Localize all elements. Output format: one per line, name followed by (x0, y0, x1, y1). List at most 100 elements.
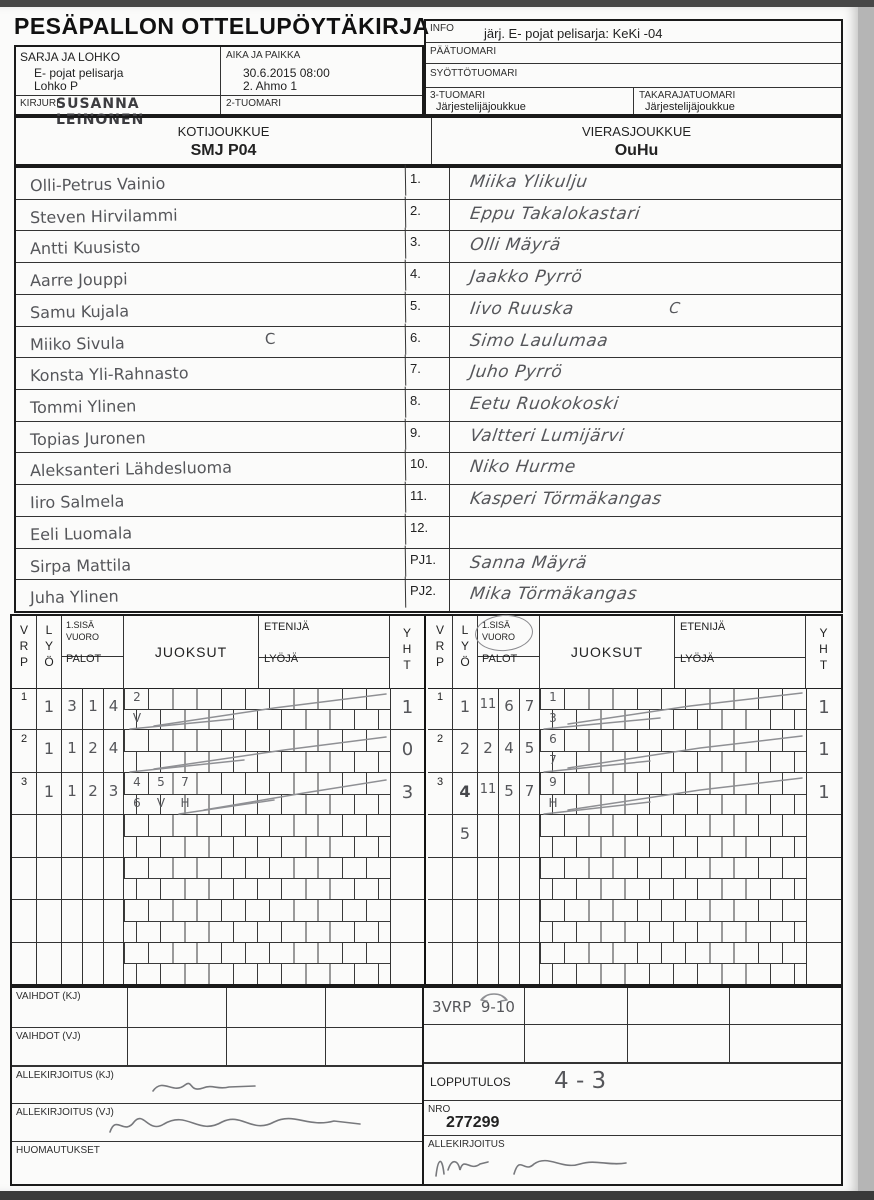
vrp-cell (428, 857, 453, 900)
scorer-label: KIRJURI (20, 98, 59, 109)
roster-row-7: Konsta Yli-Rahnasto 7. Juho Pyrrö (15, 354, 841, 393)
away-player-name: Jaakko Pyrrö (468, 267, 584, 288)
grid-bottom-half (540, 963, 806, 984)
lineup-number: 6. (406, 326, 450, 358)
palot-mark: 4 (104, 688, 124, 730)
vrp-cell (12, 942, 37, 984)
grid-top-half (540, 815, 806, 837)
divider (325, 1028, 326, 1065)
grid-bottom-half (124, 751, 390, 772)
yht-header-text: YHT (400, 626, 414, 674)
palot-mark: 1 (62, 772, 83, 815)
palot-cell (83, 942, 104, 984)
grid-top-half (124, 900, 390, 922)
yht-cell (390, 942, 424, 984)
lyo-header: LYÖ (453, 616, 478, 688)
vrp-cell (12, 900, 37, 942)
series-value-1: E- pojat pelisarja (34, 66, 124, 80)
palot-cell (499, 857, 520, 900)
vrp-cell: 1 (428, 688, 453, 730)
roster-row-12: Eeli Luomala 12. (15, 513, 841, 552)
grid-mark: V (132, 711, 142, 725)
roster-row-8: Tommi Ylinen 8. Eetu Ruokokoski (15, 386, 841, 425)
home-player-name: Eeli Luomala (15, 513, 407, 552)
away-team-name: OuHu (614, 142, 659, 159)
away-player-name: Sanna Mäyrä (468, 552, 589, 573)
divider (729, 988, 730, 1024)
divider (524, 988, 525, 1024)
score-row-4 (12, 814, 424, 857)
inning-line2: VUORO (482, 631, 516, 642)
umpire3-cell: 3-TUOMARI Järjestelijäjoukkue (426, 88, 634, 114)
grid-top-half (540, 942, 806, 965)
home-player-name: Samu Kujala (15, 291, 407, 329)
empty-row (424, 1025, 841, 1063)
palot-cell (104, 815, 124, 857)
palot-cell (104, 942, 124, 984)
runs-grid: 9 H (540, 772, 806, 815)
vrp-cell (428, 815, 453, 857)
palot-header: PALOT (66, 653, 102, 665)
vrp-cell: 1 (12, 688, 37, 730)
score-row-1: 1 1 11 6 7 1 3 1 (428, 688, 841, 730)
vrp-header: VRP (12, 616, 37, 688)
away-player-name: Miika Ylikulju (468, 172, 590, 192)
palot-mark: 1 (83, 688, 104, 730)
palot-mark: 4 (104, 730, 124, 772)
grid-top-half (540, 730, 806, 753)
etenija-header: ETENIJÄ (675, 616, 805, 658)
vrp-cell (12, 857, 37, 900)
scanner-edge-top (0, 0, 874, 7)
scoring-home-header: VRP LYÖ 1.SISÄ VUORO PALOT JUOKSUT ETENIJ… (12, 616, 424, 689)
palot-mark: 4 (499, 730, 520, 772)
palot-cell (520, 942, 540, 984)
final-score-value: 4 - 3 (554, 1068, 607, 1094)
lyo-mark: 4 (453, 772, 478, 815)
datetime-label: AIKA JA PAIKKA (226, 50, 301, 61)
pitch-umpire-cell: SYÖTTÖTUOMARI (426, 64, 841, 88)
yht-cell (806, 942, 841, 984)
etenija-lyoja-header: ETENIJÄ LYÖJÄ (675, 616, 806, 688)
away-player-name: Eppu Takalokastari (468, 203, 642, 224)
runs-grid (540, 942, 806, 984)
pitch-umpire-label: SYÖTTÖTUOMARI (430, 68, 518, 79)
runs-grid (124, 857, 390, 900)
grid-bottom-half (124, 835, 390, 857)
away-player-name: Niko Hurme (468, 457, 578, 478)
away-player-name: Juho Pyrrö (468, 362, 564, 383)
captain-mark: C (264, 329, 276, 348)
signature-away-row: ALLEKIRJOITUS (VJ) (12, 1104, 422, 1142)
runs-grid (124, 900, 390, 942)
lineup-number: PJ2. (406, 580, 450, 612)
substitutions-away-row: VAIHDOT (VJ) (12, 1028, 422, 1066)
home-player-name: Olli-Petrus Vainio (15, 164, 407, 203)
lyoja-header: LYÖJÄ (680, 653, 715, 665)
divider (729, 1025, 730, 1062)
score-row-7 (428, 941, 841, 984)
vrp-cell: 3 (428, 772, 453, 815)
yht-mark: 1 (806, 730, 841, 772)
score-row-5 (428, 856, 841, 900)
substitution-note: 3VRP 9-10 (432, 998, 515, 1016)
palot-cell (499, 815, 520, 857)
score-row-2: 2 2 2 4 5 6 7 1 (428, 729, 841, 772)
scoring-away-header: VRP LYÖ 1.SISÄ VUORO PALOT JUOKSUT ETENIJ… (428, 613, 841, 689)
final-score-row: LOPPUTULOS 4 - 3 (424, 1063, 841, 1101)
palot-cell (62, 857, 83, 900)
lyo-header-text: LYÖ (458, 623, 472, 671)
datetime-value-2: 2. Ahmo 1 (243, 79, 298, 93)
inning-header: 1.SISÄ VUORO (62, 616, 123, 657)
lineup-number: 1. (406, 168, 450, 199)
runs-grid (124, 730, 390, 772)
page-title: PESÄPALLON OTTELUPÖYTÄKIRJA (14, 13, 430, 39)
grid-top-half (124, 815, 390, 837)
substitutions-away-label: VAIHDOT (VJ) (16, 1031, 81, 1042)
bottom-left-table: VAIHDOT (KJ) VAIHDOT (VJ) ALLEKIRJOITUS … (10, 986, 424, 1186)
yht-mark: 1 (806, 772, 841, 815)
palot-cell (478, 900, 499, 942)
palot-cell (520, 815, 540, 857)
inning-line1: 1.SISÄ (66, 620, 95, 630)
yht-cell (806, 815, 841, 857)
palot-cell (520, 900, 540, 942)
backline-umpire-cell: TAKARAJATUOMARI Järjestelijäjoukkue (634, 88, 841, 114)
